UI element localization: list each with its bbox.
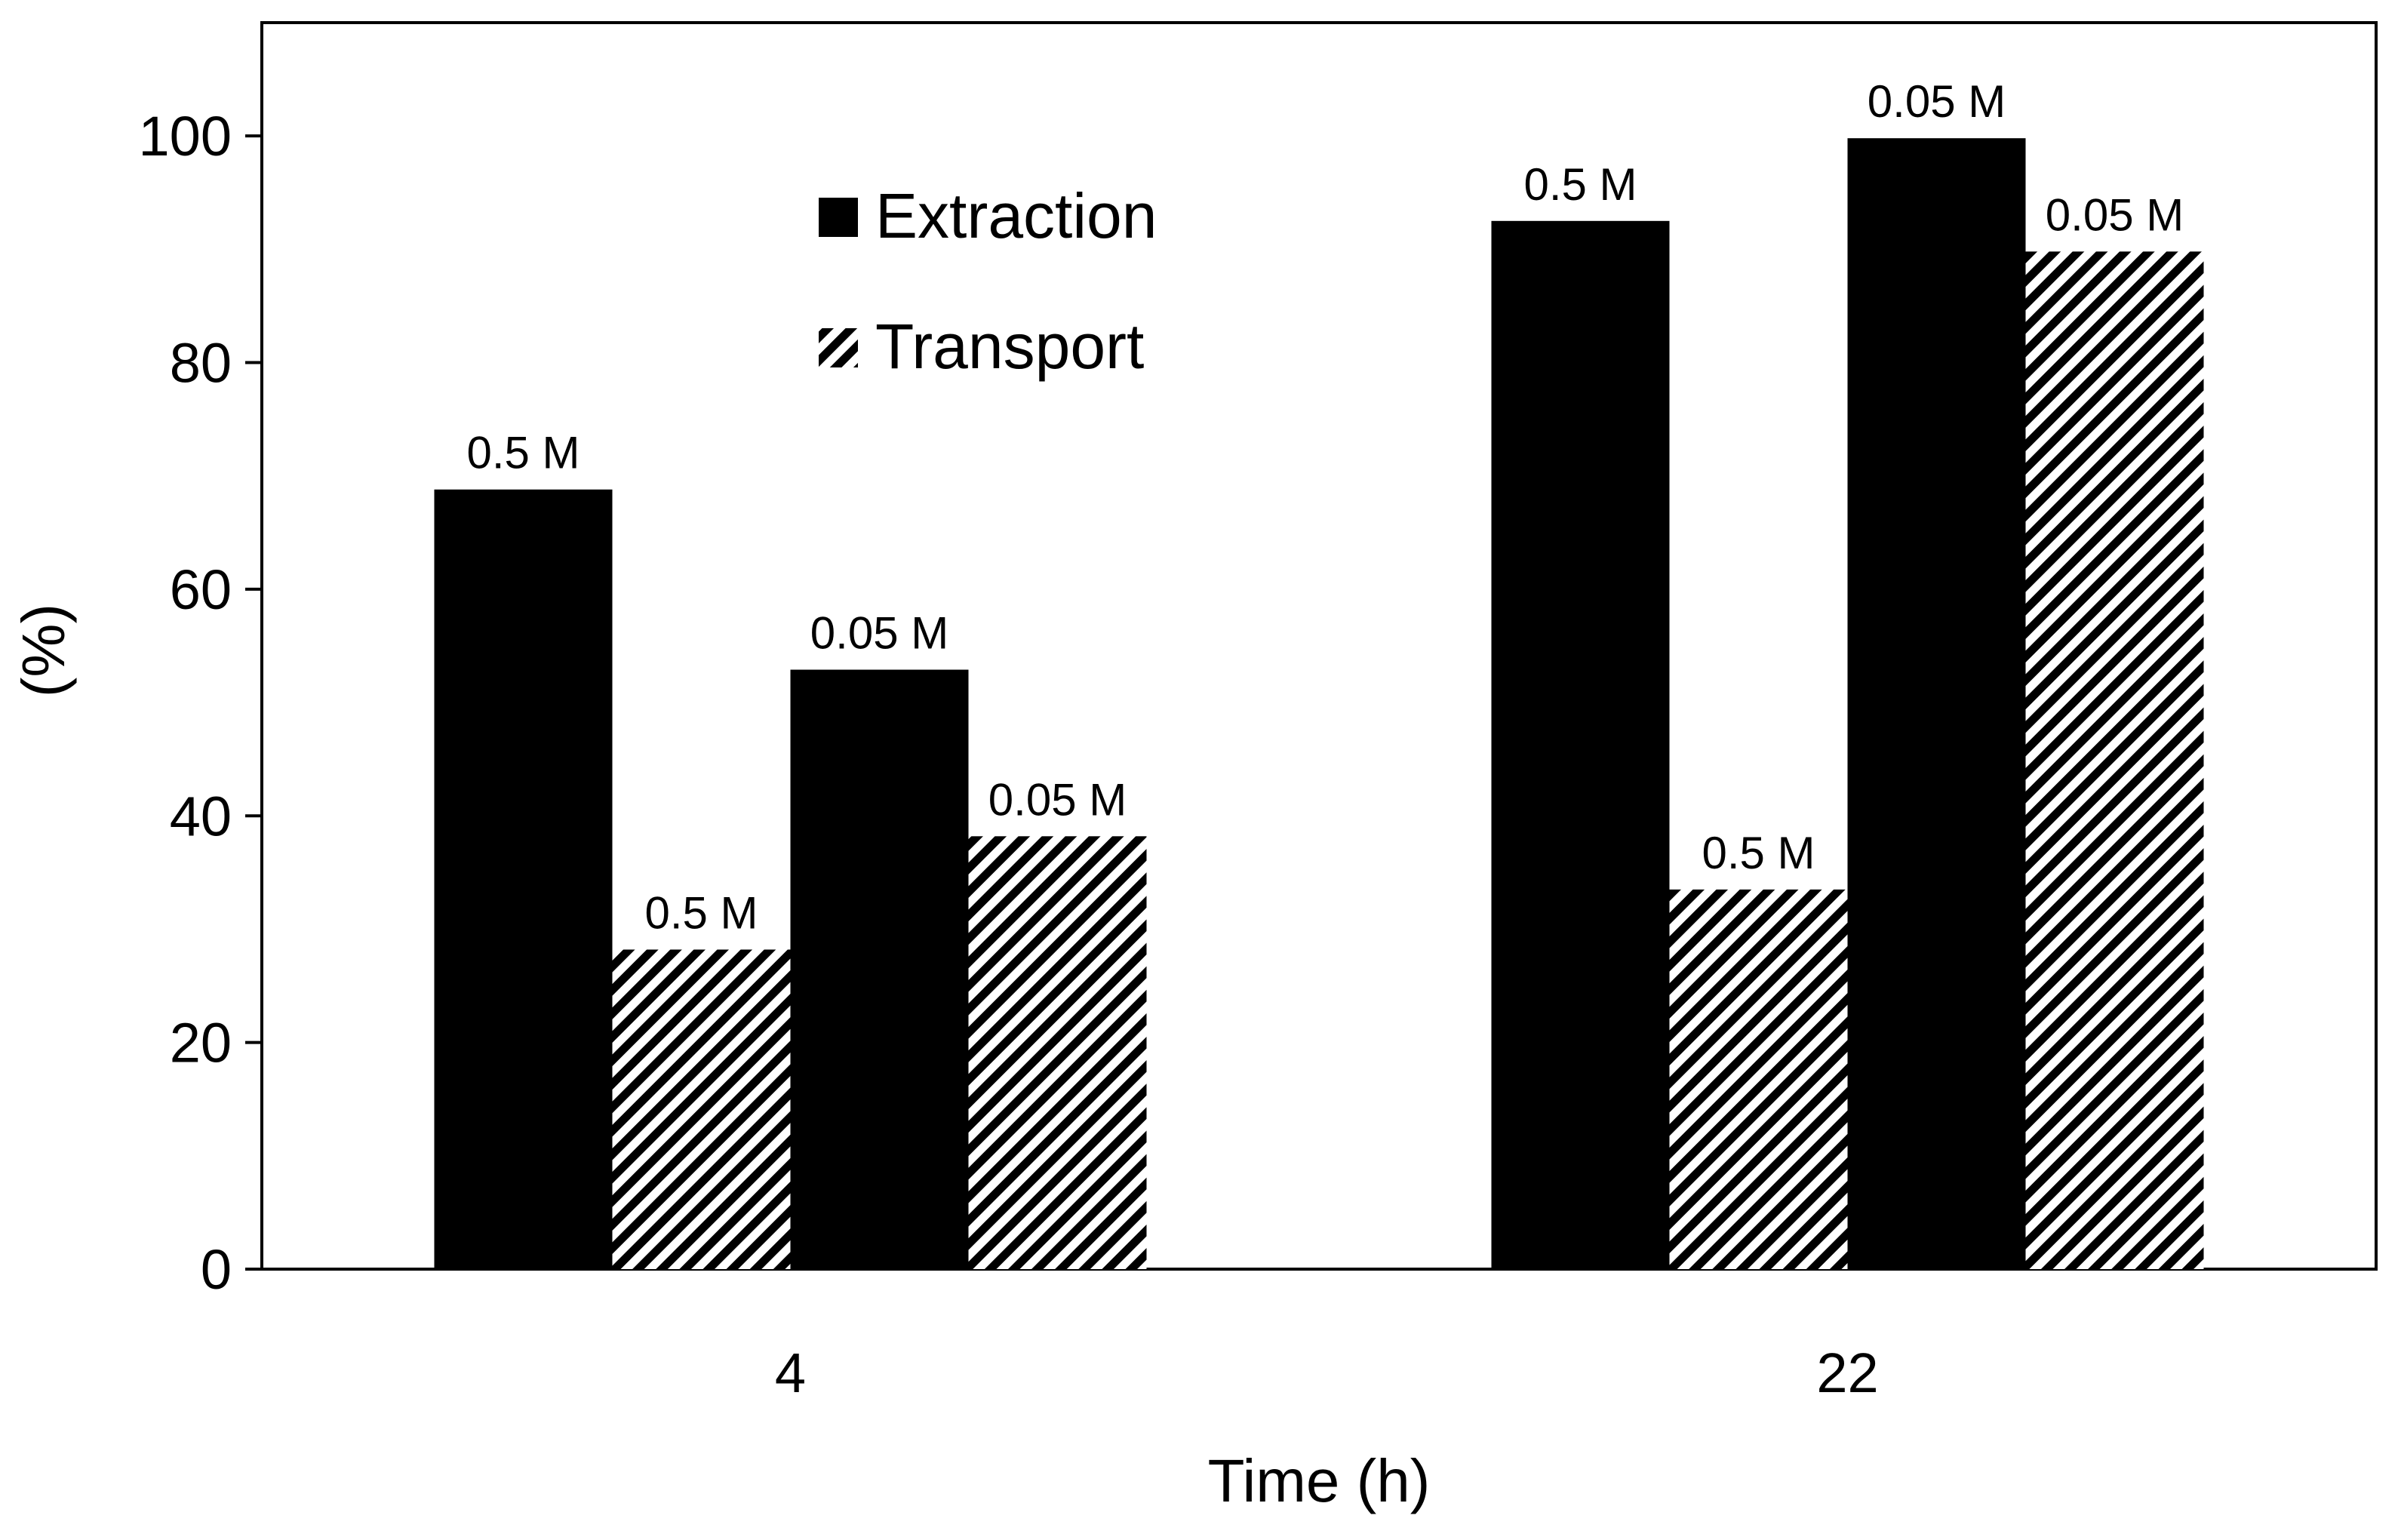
legend-swatch-transport bbox=[819, 328, 858, 367]
y-tick-label: 20 bbox=[170, 1012, 232, 1074]
x-tick-label: 22 bbox=[1816, 1342, 1878, 1404]
legend-label-extraction: Extraction bbox=[875, 180, 1157, 251]
bar-extraction-05M-t4 bbox=[434, 489, 613, 1270]
bar-data-label: 0.5 M bbox=[1523, 159, 1637, 210]
y-tick-label: 0 bbox=[201, 1238, 232, 1301]
y-axis-title: (%) bbox=[10, 604, 77, 697]
bar-data-label: 0.5 M bbox=[466, 428, 579, 478]
data-labels: 0.5 M 0.5 M 0.05 M 0.05 M 0.5 M 0.5 M 0.05 M 0.… bbox=[466, 76, 2184, 938]
bar-data-label: 0.05 M bbox=[810, 608, 948, 659]
bar-series bbox=[434, 138, 2204, 1270]
y-tick-label: 100 bbox=[139, 105, 232, 168]
y-tick-label: 60 bbox=[170, 558, 232, 621]
bar-extraction-005M-t4 bbox=[790, 669, 969, 1269]
x-axis: 4 22 bbox=[775, 1342, 1879, 1404]
bar-transport-005M-t4 bbox=[968, 836, 1147, 1269]
bar-transport-05M-t22 bbox=[1669, 889, 1848, 1269]
y-tick-label: 80 bbox=[170, 332, 232, 395]
bar-data-label: 0.5 M bbox=[644, 887, 758, 938]
bar-data-label: 0.05 M bbox=[988, 774, 1127, 825]
plot-area-frame bbox=[260, 21, 2378, 1271]
bar-data-label: 0.05 M bbox=[2046, 189, 2184, 240]
x-axis-title: Time (h) bbox=[1208, 1447, 1431, 1514]
legend-swatch-extraction bbox=[819, 198, 858, 237]
bar-extraction-005M-t22 bbox=[1847, 138, 2026, 1270]
x-tick-label: 4 bbox=[775, 1342, 806, 1404]
y-axis: 0 20 40 60 80 100 bbox=[139, 105, 262, 1301]
bar-transport-005M-t22 bbox=[2025, 251, 2204, 1269]
bar-extraction-05M-t22 bbox=[1491, 220, 1670, 1270]
bar-transport-05M-t4 bbox=[612, 949, 791, 1269]
bar-data-label: 0.5 M bbox=[1702, 828, 1815, 878]
legend: Extraction Transport bbox=[819, 180, 1157, 382]
legend-label-transport: Transport bbox=[875, 311, 1144, 382]
y-tick-label: 40 bbox=[170, 785, 232, 847]
bar-data-label: 0.05 M bbox=[1868, 76, 2006, 127]
